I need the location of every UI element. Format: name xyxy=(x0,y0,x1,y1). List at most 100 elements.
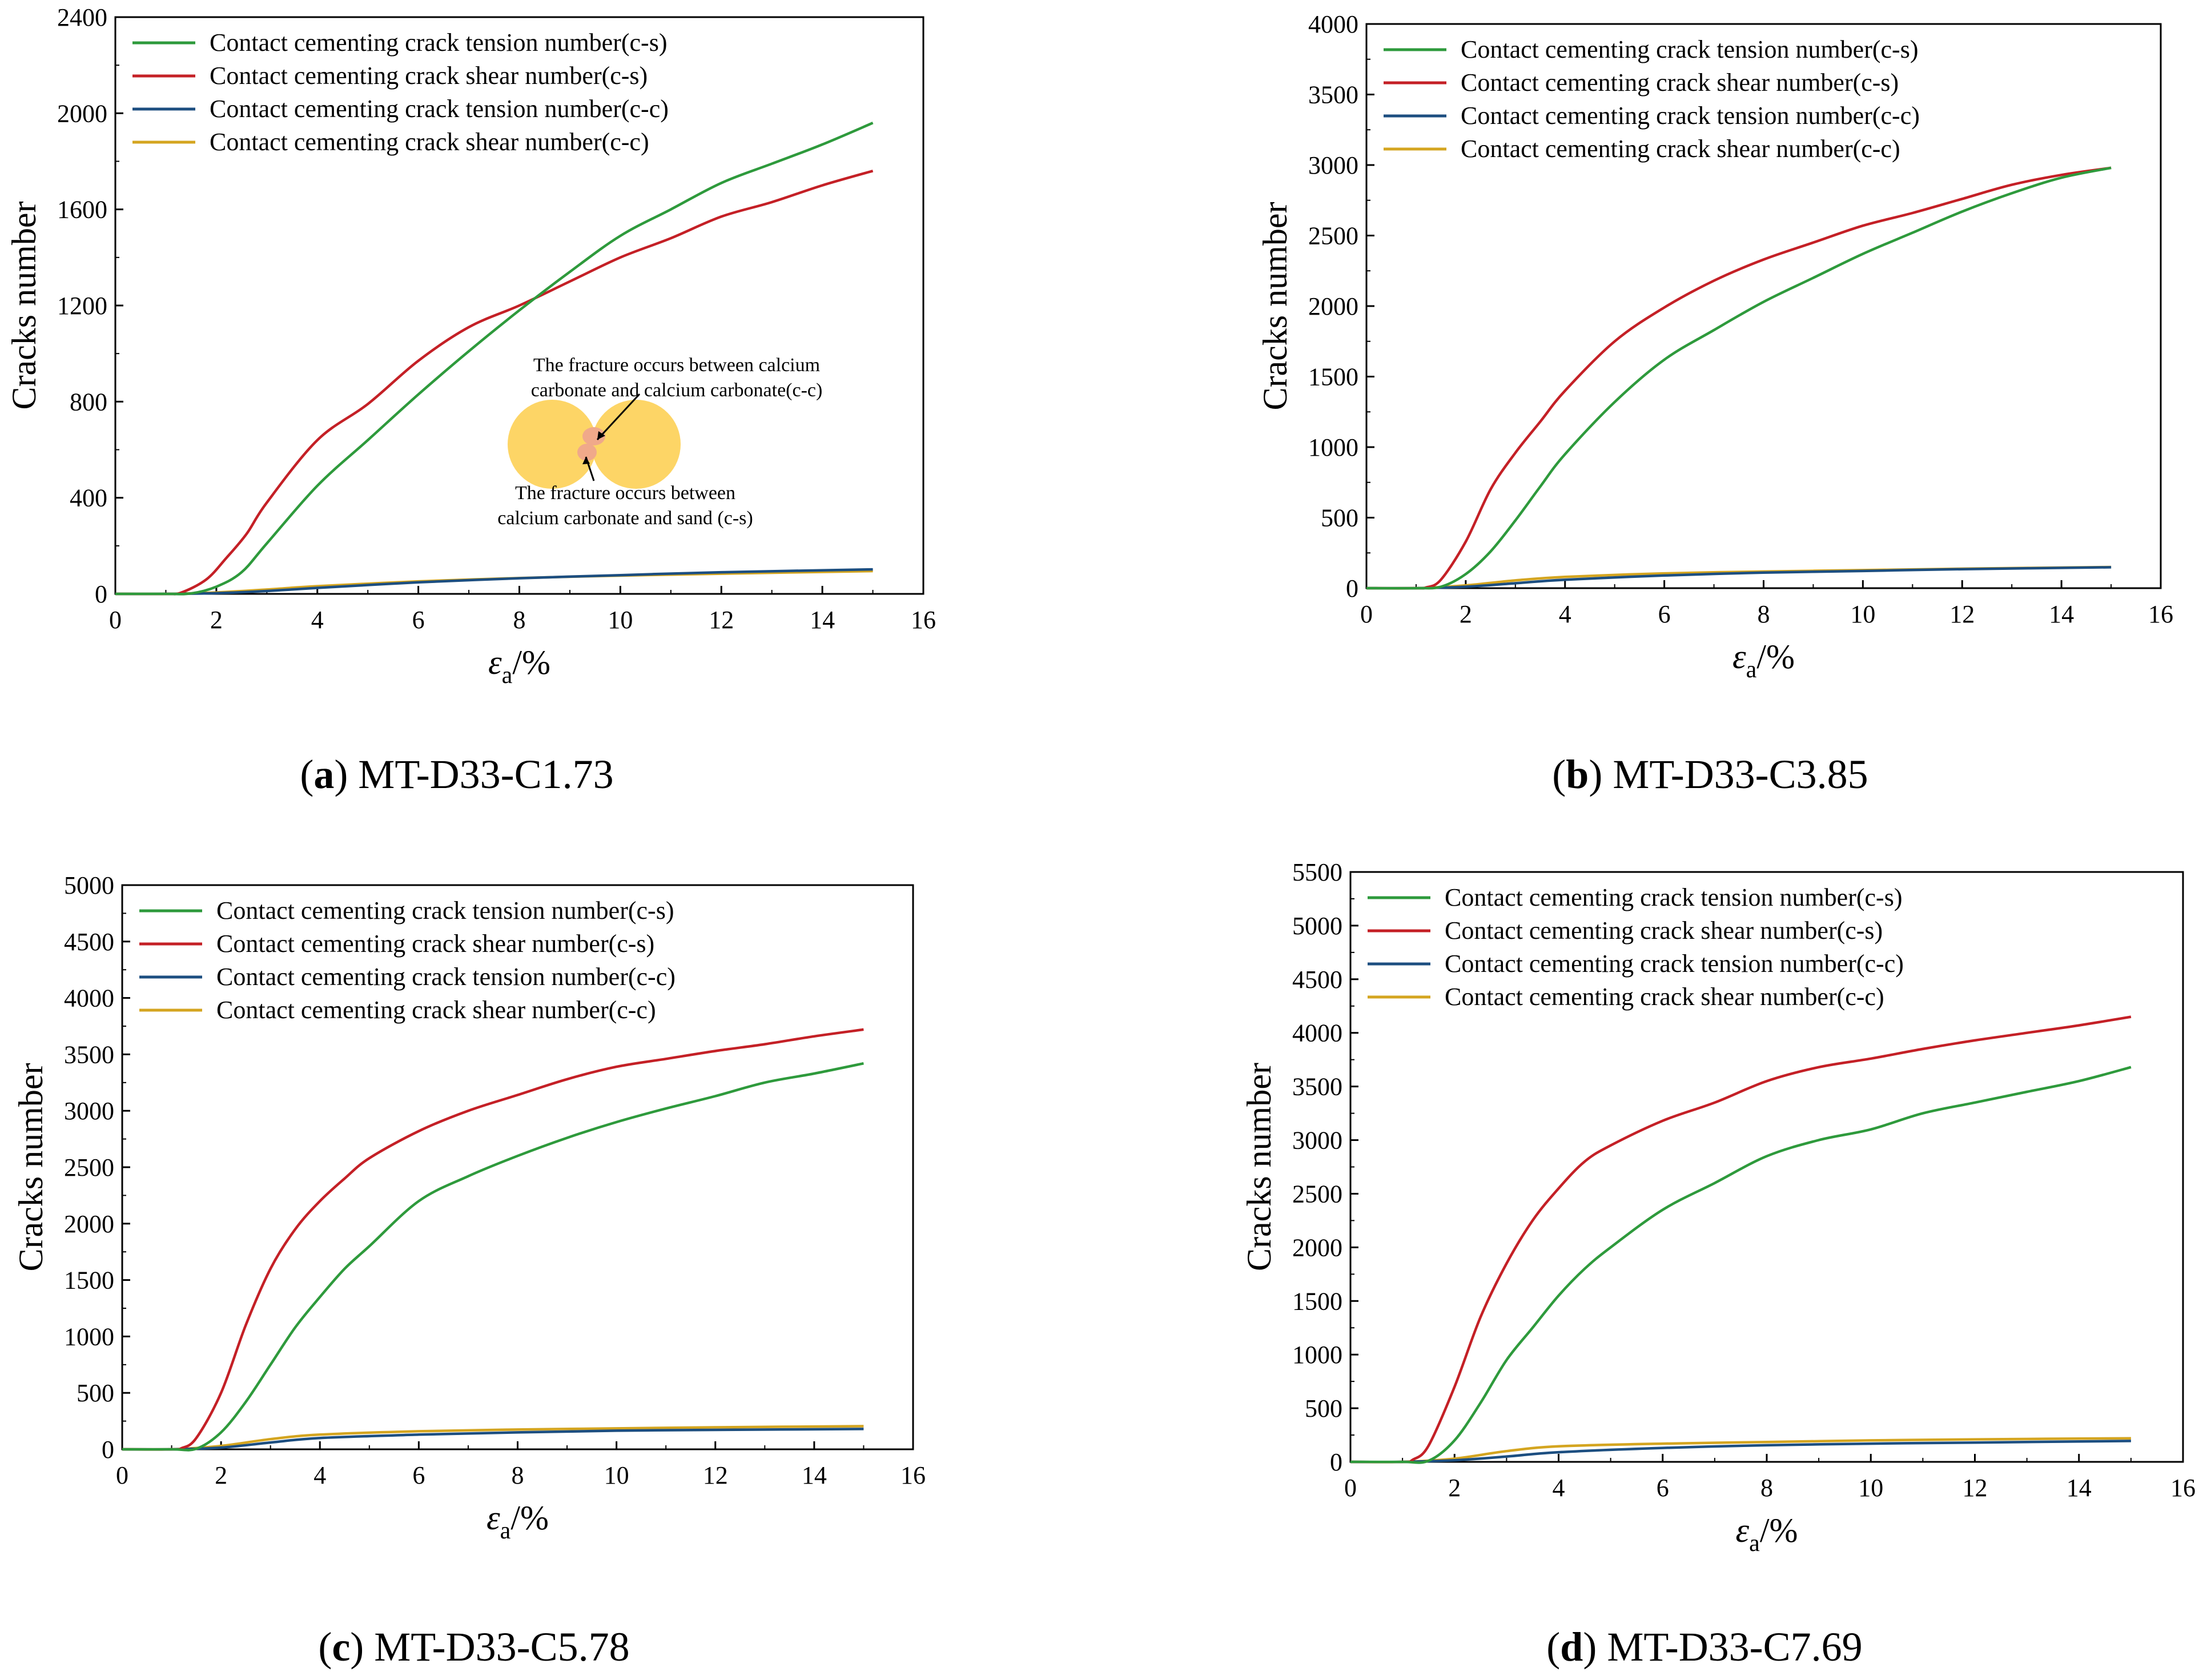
y-tick-label: 1500 xyxy=(64,1267,114,1295)
caption-c: (c) MT-D33-C5.78 xyxy=(318,1624,630,1670)
x-tick-label: 6 xyxy=(1657,1474,1669,1502)
y-tick-label: 5000 xyxy=(64,871,114,899)
x-tick-label: 16 xyxy=(2148,600,2173,628)
x-tick-label: 10 xyxy=(608,606,633,634)
x-tick-label: 16 xyxy=(900,1461,926,1489)
series-line-2 xyxy=(1350,1015,2132,1464)
caption-a-letter: a xyxy=(313,751,335,797)
legend-label-1: Contact cementing crack tension number(c… xyxy=(216,897,674,925)
series-line-3 xyxy=(115,568,873,596)
y-tick-label: 0 xyxy=(102,1436,114,1464)
caption-b-letter: b xyxy=(1566,751,1589,797)
y-tick-label: 4000 xyxy=(64,984,114,1012)
series-line-3 xyxy=(122,1428,864,1451)
x-tick-label: 12 xyxy=(1963,1474,1988,1502)
x-tick-label: 10 xyxy=(604,1461,629,1489)
y-tick-label: 3000 xyxy=(1292,1127,1342,1155)
y-tick-label: 4000 xyxy=(1292,1019,1342,1047)
caption-c-text: MT-D33-C5.78 xyxy=(374,1624,630,1670)
y-axis-label: Cracks number xyxy=(1240,1063,1278,1271)
y-tick-label: 5500 xyxy=(1292,858,1342,886)
x-tick-label: 12 xyxy=(709,606,734,634)
y-tick-label: 400 xyxy=(70,484,107,512)
series-line-3 xyxy=(1366,566,2112,590)
x-tick-label: 14 xyxy=(2067,1474,2092,1502)
x-tick-label: 2 xyxy=(215,1461,227,1489)
x-tick-label: 2 xyxy=(1448,1474,1461,1502)
x-axis-label: εa/% xyxy=(1736,1512,1798,1557)
x-tick-label: 12 xyxy=(703,1461,728,1489)
y-tick-label: 500 xyxy=(1321,504,1358,532)
x-tick-label: 6 xyxy=(412,606,425,634)
x-tick-label: 4 xyxy=(313,1461,326,1489)
inset-label-bottom-1: The fracture occurs between xyxy=(515,483,735,504)
x-tick-label: 0 xyxy=(116,1461,128,1489)
y-tick-label: 3500 xyxy=(64,1040,114,1068)
y-tick-label: 1600 xyxy=(57,196,107,224)
x-tick-label: 8 xyxy=(1760,1474,1773,1502)
series-line-4 xyxy=(122,1425,864,1451)
y-tick-label: 1000 xyxy=(1292,1341,1342,1369)
y-tick-label: 4000 xyxy=(1308,10,1358,38)
caption-d-text: MT-D33-C7.69 xyxy=(1607,1624,1863,1670)
y-tick-label: 2500 xyxy=(1308,222,1358,250)
x-tick-label: 0 xyxy=(1344,1474,1357,1502)
y-tick-label: 2500 xyxy=(1292,1180,1342,1208)
x-tick-label: 4 xyxy=(1553,1474,1565,1502)
caption-a-text: MT-D33-C1.73 xyxy=(358,751,614,797)
x-tick-label: 8 xyxy=(1758,600,1770,628)
grain-contact-inset: The fracture occurs between calcium carbo… xyxy=(497,355,822,529)
contact-cc xyxy=(582,427,605,445)
y-tick-label: 2000 xyxy=(1308,292,1358,320)
legend-label-1: Contact cementing crack tension number(c… xyxy=(210,29,667,57)
legend-label-4: Contact cementing crack shear number(c-c… xyxy=(1445,983,1884,1011)
y-tick-label: 3000 xyxy=(1308,151,1358,179)
x-axis-label: εa/% xyxy=(1732,638,1795,683)
caption-a: (a) MT-D33-C1.73 xyxy=(300,751,614,797)
x-tick-label: 14 xyxy=(2049,600,2074,628)
y-tick-label: 1000 xyxy=(64,1323,114,1351)
y-axis-label: Cracks number xyxy=(5,202,43,410)
legend-label-2: Contact cementing crack shear number(c-s… xyxy=(1461,69,1899,97)
inset-label-top-1: The fracture occurs between calcium xyxy=(533,355,820,376)
y-tick-label: 3500 xyxy=(1308,81,1358,109)
x-axis-label: εa/% xyxy=(488,644,550,689)
x-tick-label: 0 xyxy=(1360,600,1373,628)
series-line-4 xyxy=(1350,1437,2131,1464)
x-tick-label: 14 xyxy=(810,606,835,634)
y-tick-label: 0 xyxy=(1330,1448,1342,1476)
legend-label-2: Contact cementing crack shear number(c-s… xyxy=(1445,917,1883,945)
x-tick-label: 2 xyxy=(1460,600,1472,628)
y-axis-label: Cracks number xyxy=(12,1063,50,1272)
legend-label-2: Contact cementing crack shear number(c-s… xyxy=(210,62,648,90)
x-tick-label: 12 xyxy=(1949,600,1975,628)
x-tick-label: 2 xyxy=(210,606,223,634)
pointer-cc-arrowhead xyxy=(597,431,605,440)
legend-label-4: Contact cementing crack shear number(c-c… xyxy=(216,996,656,1024)
y-tick-label: 3500 xyxy=(1292,1073,1342,1101)
legend-label-1: Contact cementing crack tension number(c… xyxy=(1461,35,1918,63)
x-tick-label: 10 xyxy=(1858,1474,1883,1502)
pointer-cs-arrowhead xyxy=(582,457,590,464)
y-tick-label: 2400 xyxy=(57,3,107,31)
legend-label-4: Contact cementing crack shear number(c-c… xyxy=(210,128,649,156)
legend-label-1: Contact cementing crack tension number(c… xyxy=(1445,883,1902,911)
y-tick-label: 800 xyxy=(70,388,107,416)
series-line-1 xyxy=(122,1062,864,1452)
x-tick-label: 6 xyxy=(1658,600,1671,628)
caption-b: (b) MT-D33-C3.85 xyxy=(1552,751,1868,797)
y-tick-label: 1200 xyxy=(57,292,107,320)
caption-d: (d) MT-D33-C7.69 xyxy=(1546,1624,1863,1670)
contact-cs xyxy=(577,444,597,461)
x-tick-label: 16 xyxy=(911,606,936,634)
x-tick-label: 6 xyxy=(412,1461,425,1489)
y-tick-label: 0 xyxy=(95,580,107,608)
series-line-1 xyxy=(1350,1066,2132,1464)
y-axis-label: Cracks number xyxy=(1256,202,1294,411)
y-tick-label: 3000 xyxy=(64,1097,114,1125)
series-line-1 xyxy=(115,122,874,596)
